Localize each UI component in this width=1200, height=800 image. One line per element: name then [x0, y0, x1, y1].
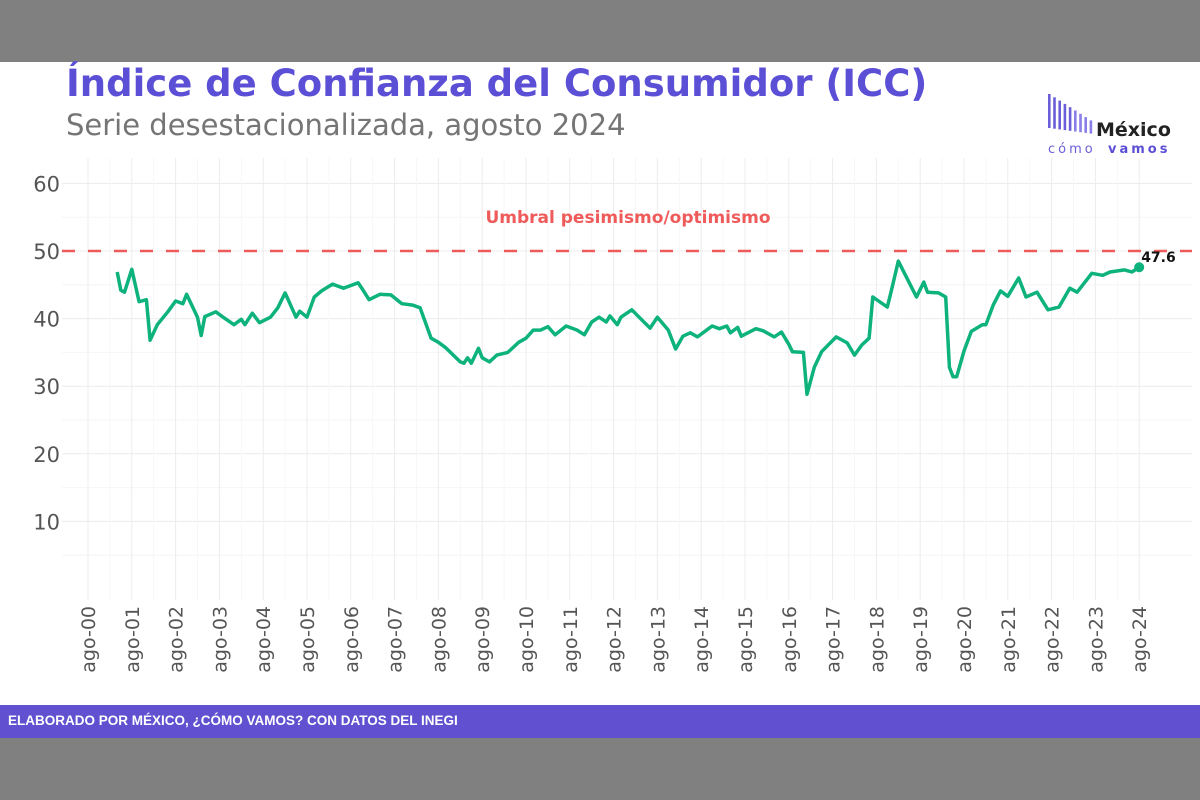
footer-band: ELABORADO POR MÉXICO, ¿CÓMO VAMOS? CON D… — [0, 705, 1200, 738]
x-tick-label: ago-04 — [253, 606, 275, 673]
x-tick-label: ago-21 — [998, 606, 1020, 673]
x-tick-label: ago-23 — [1085, 606, 1107, 673]
logo-subtext-b: vamos — [1108, 142, 1170, 156]
logo-bar — [1048, 94, 1051, 128]
x-tick-label: ago-01 — [122, 606, 144, 673]
y-tick-label: 10 — [33, 510, 60, 534]
x-tick-label: ago-22 — [1042, 606, 1064, 673]
page-subtitle: Serie desestacionalizada, agosto 2024 — [66, 108, 626, 142]
last-value-label: 47.6 — [1141, 250, 1176, 266]
x-tick-label: ago-18 — [866, 606, 888, 673]
x-tick-label: ago-14 — [691, 606, 713, 673]
y-axis: 10 20 30 40 50 60 — [33, 172, 60, 534]
series-line — [115, 259, 1141, 397]
x-axis: ago-00 ago-01 ago-02 ago-03 ago-04 ago-05 ago-… — [78, 606, 1151, 673]
x-tick-label: ago-00 — [78, 606, 100, 673]
logo-bars-icon: México cómo vamos — [1048, 94, 1171, 157]
logo-bar — [1053, 97, 1056, 129]
logo-bar — [1058, 100, 1061, 130]
logo-text: México — [1096, 119, 1171, 141]
footer-credit: ELABORADO POR MÉXICO, ¿CÓMO VAMOS? CON D… — [8, 713, 458, 728]
y-tick-label: 50 — [33, 240, 60, 264]
logo-subtext-a: cómo — [1048, 142, 1096, 156]
logo-bar — [1063, 103, 1067, 131]
y-tick-label: 30 — [33, 375, 60, 399]
logo-bar — [1084, 117, 1087, 133]
y-tick-label: 20 — [33, 443, 60, 467]
x-tick-label: ago-09 — [472, 606, 494, 673]
x-tick-label: ago-05 — [297, 606, 319, 673]
x-tick-label: ago-15 — [735, 606, 757, 673]
x-tick-label: ago-17 — [823, 606, 845, 673]
logo-bar — [1074, 110, 1077, 132]
x-tick-label: ago-06 — [341, 606, 363, 673]
x-tick-label: ago-16 — [779, 606, 801, 673]
x-tick-label: ago-10 — [516, 606, 538, 673]
page-title: Índice de Confianza del Consumidor (ICC) — [66, 62, 928, 105]
x-tick-label: ago-11 — [560, 606, 582, 673]
x-tick-label: ago-13 — [647, 606, 669, 673]
x-tick-label: ago-08 — [428, 606, 450, 673]
chart-panel — [0, 62, 1200, 705]
x-tick-label: ago-20 — [954, 606, 976, 673]
logo-bar — [1079, 113, 1082, 133]
x-tick-label: ago-12 — [604, 606, 626, 673]
x-tick-label: ago-19 — [910, 606, 932, 673]
x-tick-label: ago-02 — [166, 606, 188, 673]
x-tick-label: ago-03 — [209, 606, 231, 673]
logo-bar — [1068, 107, 1072, 131]
x-tick-label: ago-24 — [1129, 606, 1151, 673]
last-point-marker — [1134, 262, 1145, 273]
logo-bar — [1089, 120, 1093, 134]
threshold-label: Umbral pesimismo/optimismo — [485, 208, 770, 228]
y-tick-label: 60 — [33, 172, 60, 196]
x-tick-label: ago-07 — [385, 606, 407, 673]
grid — [62, 158, 1192, 600]
mexico-como-vamos-logo: México cómo vamos — [1044, 92, 1184, 157]
y-tick-label: 40 — [33, 308, 60, 332]
